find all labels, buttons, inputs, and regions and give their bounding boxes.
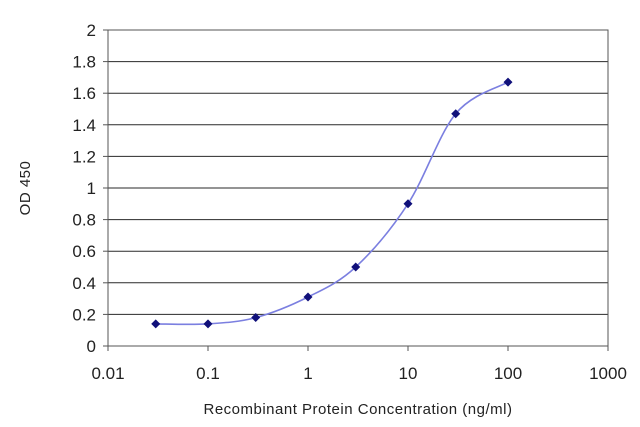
data-point (403, 199, 413, 209)
y-tick-label: 1 (87, 179, 96, 198)
x-tick-label: 0.01 (91, 364, 124, 383)
data-point (503, 77, 513, 87)
y-tick-label: 0 (87, 337, 96, 356)
y-tick-label: 1.2 (72, 147, 96, 166)
y-axis-ticks: 0 0.2 0.4 0.6 0.8 1 1.2 1.4 1.6 1.8 2 (72, 21, 108, 356)
data-point (351, 262, 361, 272)
data-point (203, 319, 213, 329)
data-point (303, 292, 313, 302)
x-tick-label: 1000 (589, 364, 627, 383)
x-axis-ticks: 0.01 0.1 1 10 100 1000 (91, 346, 627, 383)
y-tick-label: 0.6 (72, 242, 96, 261)
x-tick-label: 1 (303, 364, 312, 383)
x-tick-label: 10 (399, 364, 418, 383)
y-tick-label: 0.2 (72, 305, 96, 324)
y-tick-label: 1.6 (72, 84, 96, 103)
series (151, 77, 513, 329)
y-axis-title: OD 450 (17, 161, 34, 216)
y-tick-label: 2 (87, 21, 96, 40)
data-point (151, 319, 161, 329)
data-point (251, 313, 261, 323)
x-axis-title: Recombinant Protein Concentration (ng/ml… (204, 401, 513, 418)
data-point (451, 109, 461, 119)
series-line (155, 81, 509, 326)
y-tick-label: 1.4 (72, 116, 96, 135)
gridlines (108, 61, 608, 315)
y-tick-label: 1.8 (72, 53, 96, 72)
x-tick-label: 0.1 (196, 364, 220, 383)
x-tick-label: 100 (494, 364, 522, 383)
y-tick-label: 0.4 (72, 274, 96, 293)
y-tick-label: 0.8 (72, 211, 96, 230)
